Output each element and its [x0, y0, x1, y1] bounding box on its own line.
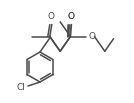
Text: O: O — [68, 12, 75, 20]
Text: O: O — [68, 12, 75, 20]
Text: O: O — [88, 32, 95, 41]
Text: O: O — [47, 12, 54, 20]
Text: Cl: Cl — [16, 83, 25, 91]
